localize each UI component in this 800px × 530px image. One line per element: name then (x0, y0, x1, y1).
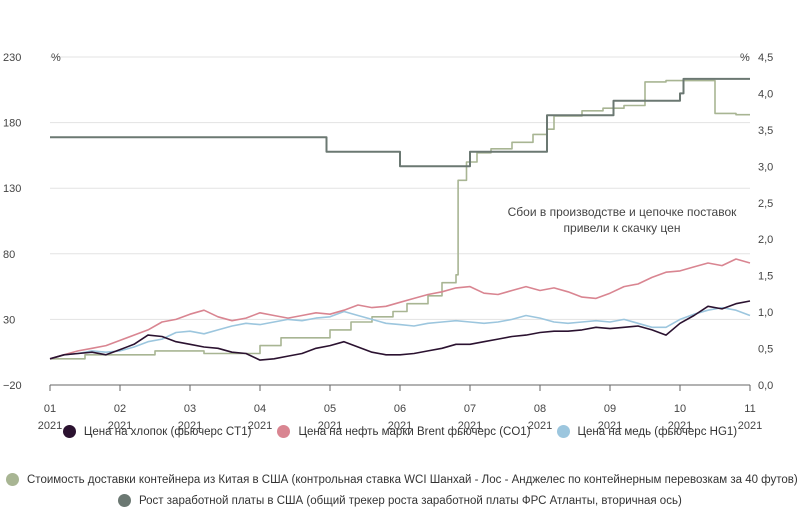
legend-swatch-brent (277, 425, 291, 438)
right-tick-label: 2,5 (758, 198, 773, 210)
x-tick-year: 2021 (248, 420, 272, 432)
annotation-line-1: Сбои в производстве и цепочке поставок (508, 205, 738, 219)
series-line-3 (50, 79, 750, 360)
legend-row-3: Рост заработной платы в США (общий треке… (0, 494, 800, 507)
x-tick-month: 01 (44, 403, 56, 415)
x-tick-year: 2021 (668, 420, 692, 432)
series-line-2 (49, 306, 751, 360)
x-tick-month: 02 (114, 403, 126, 415)
legend-label-brent: Цена на нефть марки Brent фьючерс (CO1) (298, 425, 531, 438)
legend-label-shipping: Стоимость доставки контейнера из Китая в… (27, 473, 798, 486)
left-tick-label: 130 (3, 183, 21, 195)
left-tick-label: 230 (3, 52, 21, 64)
right-tick-label: 0,0 (758, 380, 773, 392)
x-tick-month: 08 (534, 403, 546, 415)
right-tick-label: 0,5 (758, 344, 773, 356)
series-line-0 (49, 300, 751, 361)
x-tick-month: 09 (604, 403, 616, 415)
x-tick-year: 2021 (738, 420, 762, 432)
x-tick-year: 2021 (388, 420, 412, 432)
right-tick-label: 4,0 (758, 88, 773, 100)
right-axis: % 4,5 4,0 3,5 3,0 2,5 2,0 1,5 1,0 0,5 0,0 (740, 52, 773, 392)
right-unit-label: % (740, 52, 750, 64)
legend-swatch-wages (118, 494, 131, 507)
legend-swatch-shipping (6, 473, 19, 486)
x-axis: 01 2021 02 2021 03 2021 04 2021 05 2021 06 2021 07 20… (38, 385, 762, 432)
x-tick-month: 10 (674, 403, 686, 415)
right-tick-label: 3,5 (758, 125, 773, 137)
legend-label-cotton: Цена на хлопок (фьючерс CT1) (83, 425, 252, 438)
legend-swatch-copper (556, 425, 570, 438)
x-tick-year: 2021 (528, 420, 552, 432)
legend-item-copper: Цена на медь (фьючерс HG1) (556, 425, 738, 438)
legend-label-wages: Рост заработной платы в США (общий треке… (139, 494, 682, 507)
legend-item-wages: Рост заработной платы в США (общий треке… (118, 494, 682, 507)
series-lines (49, 77, 751, 361)
x-tick-month: 06 (394, 403, 406, 415)
left-axis: 230 180 130 80 30 −20% (3, 52, 61, 392)
left-tick-label: 30 (3, 314, 15, 326)
x-tick-year: 2021 (458, 420, 482, 432)
legend-item-brent: Цена на нефть марки Brent фьючерс (CO1) (277, 425, 531, 438)
left-unit-label: % (51, 52, 61, 64)
x-tick-year: 2021 (38, 420, 62, 432)
legend-label-copper: Цена на медь (фьючерс HG1) (577, 425, 738, 438)
legend-item-shipping: Стоимость доставки контейнера из Китая в… (6, 473, 798, 486)
left-tick-label: 80 (3, 249, 15, 261)
right-tick-label: 1,5 (758, 271, 773, 283)
series-line-1 (49, 258, 751, 360)
chart-svg: 230 180 130 80 30 −20% % 4,5 4,0 3,5 3,0 2,5 2,0 1,5… (3, 52, 773, 432)
x-tick-year: 2021 (108, 420, 132, 432)
legend-item-cotton: Цена на хлопок (фьючерс CT1) (62, 425, 252, 438)
left-tick-label: 180 (3, 118, 21, 130)
legend-swatch-cotton (62, 425, 76, 438)
left-tick-label: −20 (3, 380, 22, 392)
right-tick-label: 1,0 (758, 307, 773, 319)
x-tick-month: 07 (464, 403, 476, 415)
x-tick-month: 05 (324, 403, 336, 415)
annotation-line-2: привели к скачку цен (564, 221, 681, 235)
x-tick-month: 03 (184, 403, 196, 415)
legend-row-1: Цена на хлопок (фьючерс CT1) Цена на неф… (0, 425, 800, 438)
right-tick-label: 4,5 (758, 52, 773, 64)
x-tick-month: 04 (254, 403, 266, 415)
series-line-4 (50, 77, 750, 168)
right-tick-label: 3,0 (758, 161, 773, 173)
legend-row-2: Стоимость доставки контейнера из Китая в… (0, 473, 800, 486)
x-tick-month: 11 (744, 403, 755, 415)
right-tick-label: 2,0 (758, 234, 773, 246)
x-tick-year: 2021 (318, 420, 342, 432)
x-tick-year: 2021 (178, 420, 202, 432)
x-tick-year: 2021 (598, 420, 622, 432)
annotation: Сбои в производстве и цепочке поставок пр… (508, 205, 738, 235)
